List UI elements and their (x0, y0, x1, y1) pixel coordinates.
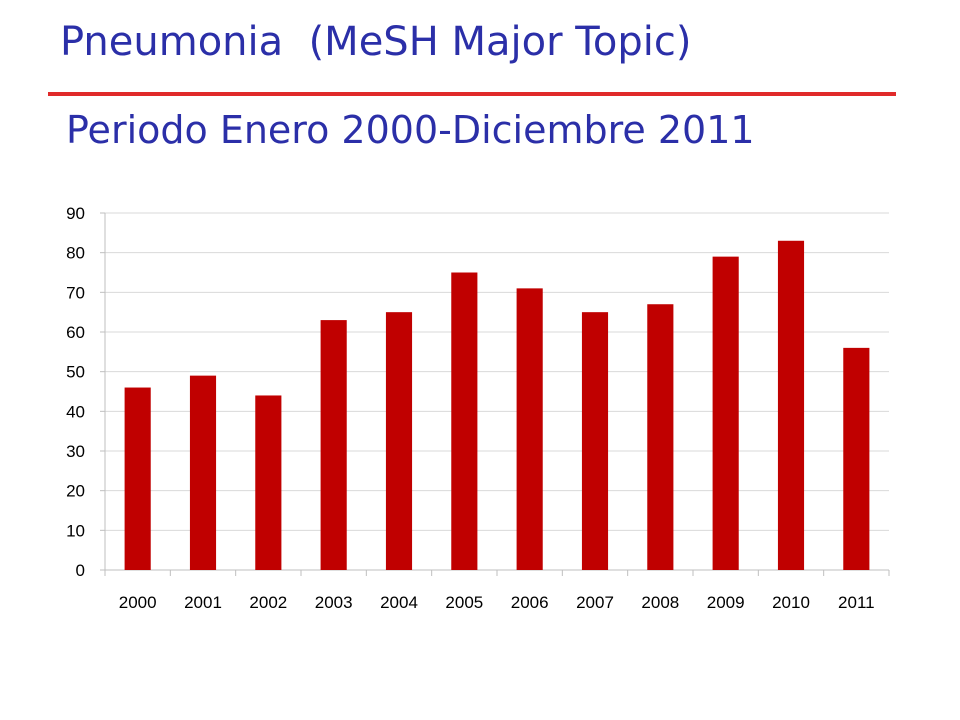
x-tick-label: 2006 (511, 593, 549, 612)
bar-2004 (385, 312, 413, 570)
x-tick-label: 2010 (772, 593, 810, 612)
bar-2006 (516, 288, 543, 570)
x-tick-label: 2011 (838, 593, 875, 612)
axes (100, 212, 890, 576)
bar-2011 (843, 347, 870, 570)
x-tick-label: 2008 (641, 593, 679, 612)
x-tick-label: 2003 (315, 593, 353, 612)
y-tick-labels: 0 10 20 30 40 50 60 70 80 90 (66, 204, 85, 580)
bar-2000 (124, 387, 151, 570)
x-tick-label: 2000 (119, 593, 157, 612)
x-tick-labels: 2000 2001 2002 2003 2004 2005 2006 2007 2008 2009… (119, 593, 875, 612)
x-tick-label: 2001 (184, 593, 222, 612)
y-tick-label: 0 (76, 561, 85, 580)
bar-2002 (255, 395, 282, 570)
gridlines (105, 212, 889, 531)
bar-2001 (189, 375, 217, 570)
x-tick-label: 2009 (707, 593, 745, 612)
bar-2008 (647, 304, 674, 570)
x-tick-label: 2007 (576, 593, 614, 612)
y-tick-label: 60 (66, 323, 85, 342)
y-tick-label: 20 (66, 482, 85, 501)
x-tick-label: 2004 (380, 593, 418, 612)
slide-title: Pneumonia (MeSH Major Topic) (60, 19, 692, 65)
bar-2003 (320, 320, 347, 570)
bar-2005 (451, 272, 478, 570)
bars (124, 240, 870, 570)
title-divider (48, 92, 896, 96)
x-tick-label: 2002 (249, 593, 287, 612)
bar-2007 (581, 312, 609, 570)
y-tick-label: 90 (66, 204, 85, 223)
y-tick-label: 50 (66, 363, 85, 382)
slide-subtitle: Periodo Enero 2000-Diciembre 2011 (66, 108, 755, 152)
y-tick-label: 40 (66, 402, 85, 421)
bar-2009 (712, 256, 739, 570)
bar-2010 (777, 240, 805, 570)
y-tick-label: 30 (66, 442, 85, 461)
y-tick-label: 10 (66, 521, 85, 540)
y-tick-label: 80 (66, 244, 85, 263)
y-tick-label: 70 (66, 283, 85, 302)
x-tick-label: 2005 (445, 593, 483, 612)
